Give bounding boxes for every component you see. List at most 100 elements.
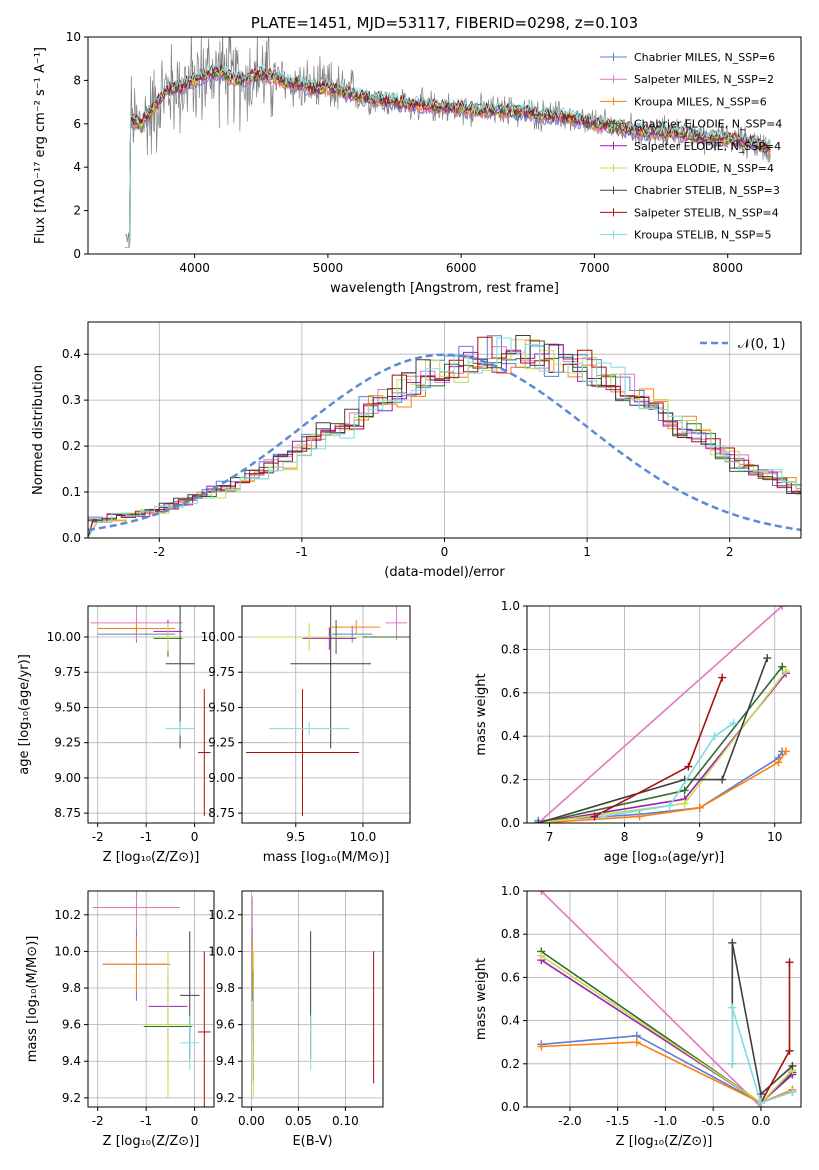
y-tick-label: 9.25 [54, 736, 81, 750]
y-tick-label: 9.75 [54, 665, 81, 679]
y-tick-label: 10.2 [208, 908, 235, 922]
y-tick-label: 9.8 [216, 981, 235, 995]
y-tick-label: 0.0 [501, 1100, 520, 1114]
mass-weight-line [541, 1034, 793, 1104]
x-tick-label: -1 [140, 830, 152, 844]
y-tick-label: 9.50 [208, 700, 235, 714]
legend-entry: Kroupa ELODIE, N_SSP=4 [634, 162, 774, 175]
axes-frame [526, 605, 802, 824]
y-tick-label: 9.00 [54, 771, 81, 785]
x-tick-label: 8000 [712, 261, 743, 275]
x-tick-label: 5000 [313, 261, 344, 275]
x-tick-label: 10 [767, 830, 782, 844]
y-tick-label: 10.0 [54, 944, 81, 958]
y-tick-label: 9.6 [216, 1018, 235, 1032]
chart-title: PLATE=1451, MJD=53117, FIBERID=0298, z=0… [251, 14, 638, 32]
x-tick-label: 10.0 [350, 830, 377, 844]
y-tick-label: 9.6 [62, 1018, 81, 1032]
x-axis-label: wavelength [Angstrom, rest frame] [330, 281, 559, 296]
y-axis-label: mass weight [474, 958, 489, 1040]
model-spectrum-line [125, 63, 771, 248]
x-tick-label: 9.5 [286, 830, 305, 844]
legend-entry: Chabrier STELIB, N_SSP=3 [634, 184, 780, 197]
x-tick-label: -1.5 [606, 1114, 629, 1128]
legend-entry: Chabrier MILES, N_SSP=6 [634, 51, 775, 64]
plot-area [88, 335, 801, 538]
mass-weight-line [540, 891, 762, 1107]
y-tick-label: 8.75 [208, 806, 235, 820]
plot-area [92, 891, 211, 1107]
mass-weight-line [538, 670, 787, 823]
y-tick-label: 1.0 [501, 884, 520, 898]
y-tick-label: 9.75 [208, 665, 235, 679]
plot-area [90, 606, 211, 816]
y-tick-label: 9.50 [54, 700, 81, 714]
histogram-step [88, 339, 801, 538]
y-tick-label: 9.8 [62, 981, 81, 995]
y-axis-label: Normed distribution [31, 365, 46, 495]
histogram-step [88, 337, 801, 538]
axes-frame [241, 890, 384, 1108]
y-tick-label: 2 [73, 204, 81, 218]
plot-area [251, 896, 375, 1098]
x-tick-label: 9 [696, 830, 704, 844]
y-tick-label: 0.4 [501, 729, 520, 743]
model-spectrum-line [125, 64, 771, 248]
y-tick-label: 0.0 [501, 816, 520, 830]
y-tick-label: 0.6 [501, 686, 520, 700]
y-tick-label: 0.2 [501, 1057, 520, 1071]
panel-4: 9.5 10.0 8.75 9.00 9.25 9.50 9.75 10.00 mass [lo… [201, 605, 411, 865]
y-tick-label: 9.2 [62, 1091, 81, 1105]
mass-weight-line [538, 666, 783, 823]
x-tick-label: 7000 [579, 261, 610, 275]
plot-area [125, 37, 771, 248]
x-tick-label: 0.10 [332, 1114, 359, 1128]
plot-area [246, 606, 410, 816]
y-tick-label: 4 [73, 160, 81, 174]
histogram-step [88, 336, 801, 538]
x-tick-label: 0 [441, 545, 449, 559]
mass-weight-line [541, 1041, 793, 1104]
panel-8: -2.0 -1.5 -1.0 -0.5 0.0 0.0 0.2 0.4 0.6 0.8 1.0 Z [… [474, 884, 802, 1149]
x-axis-label: Z [log₁₀(Z/Z⊙)] [616, 1134, 713, 1149]
y-tick-label: 9.25 [208, 736, 235, 750]
y-tick-label: 10.00 [47, 630, 81, 644]
y-tick-label: 0.3 [62, 393, 81, 407]
panel-7: 0.00 0.05 0.10 9.2 9.4 9.6 9.8 10.0 10.2 E(B-V) [208, 890, 384, 1149]
x-tick-label: -0.5 [701, 1114, 724, 1128]
panel-6: -2 -1 0 9.2 9.4 9.6 9.8 10.0 10.2 Z [log₁₀(Z/Z⊙)]… [25, 890, 215, 1149]
y-tick-label: 0 [73, 247, 81, 261]
y-tick-label: 9.4 [62, 1054, 81, 1068]
x-axis-label: mass [log₁₀(M/M⊙)] [263, 850, 390, 865]
x-tick-label: 0 [191, 1114, 199, 1128]
y-axis-label: age [log₁₀(age/yr)] [17, 654, 32, 775]
y-tick-label: 10.00 [201, 630, 235, 644]
x-tick-label: -2 [153, 545, 165, 559]
axes-frame [87, 605, 215, 824]
x-axis-label: (data-model)/error [384, 565, 505, 580]
panel-1: 4000 5000 6000 7000 8000 0 2 4 6 8 10 wavelength [A… [33, 30, 802, 296]
y-tick-label: 9.4 [216, 1054, 235, 1068]
x-tick-label: 8 [621, 830, 629, 844]
axes-frame [87, 36, 802, 255]
axes-frame [87, 890, 215, 1108]
data-spectrum [125, 37, 771, 248]
y-tick-label: 0.6 [501, 970, 520, 984]
x-tick-label: 6000 [446, 261, 477, 275]
x-tick-label: -2.0 [558, 1114, 581, 1128]
x-axis-label: age [log₁₀(age/yr)] [604, 850, 725, 865]
x-tick-label: -2 [92, 830, 104, 844]
x-tick-label: -1.0 [654, 1114, 677, 1128]
y-tick-label: 9.2 [216, 1091, 235, 1105]
y-axis-label: Flux [fλ10⁻¹⁷ erg cm⁻² s⁻¹ A⁻¹] [33, 47, 48, 244]
y-tick-label: 0.8 [501, 642, 520, 656]
legend-entry: 𝒩(0, 1) [738, 337, 785, 352]
y-axis-label: mass [log₁₀(M/M⊙)] [25, 936, 40, 1063]
y-tick-label: 10.2 [54, 908, 81, 922]
mass-weight-line [538, 657, 768, 823]
model-spectrum-line [125, 67, 771, 248]
x-axis-label: Z [log₁₀(Z/Z⊙)] [103, 850, 200, 865]
y-tick-label: 0.4 [501, 1014, 520, 1028]
mass-weight-line [537, 606, 783, 823]
